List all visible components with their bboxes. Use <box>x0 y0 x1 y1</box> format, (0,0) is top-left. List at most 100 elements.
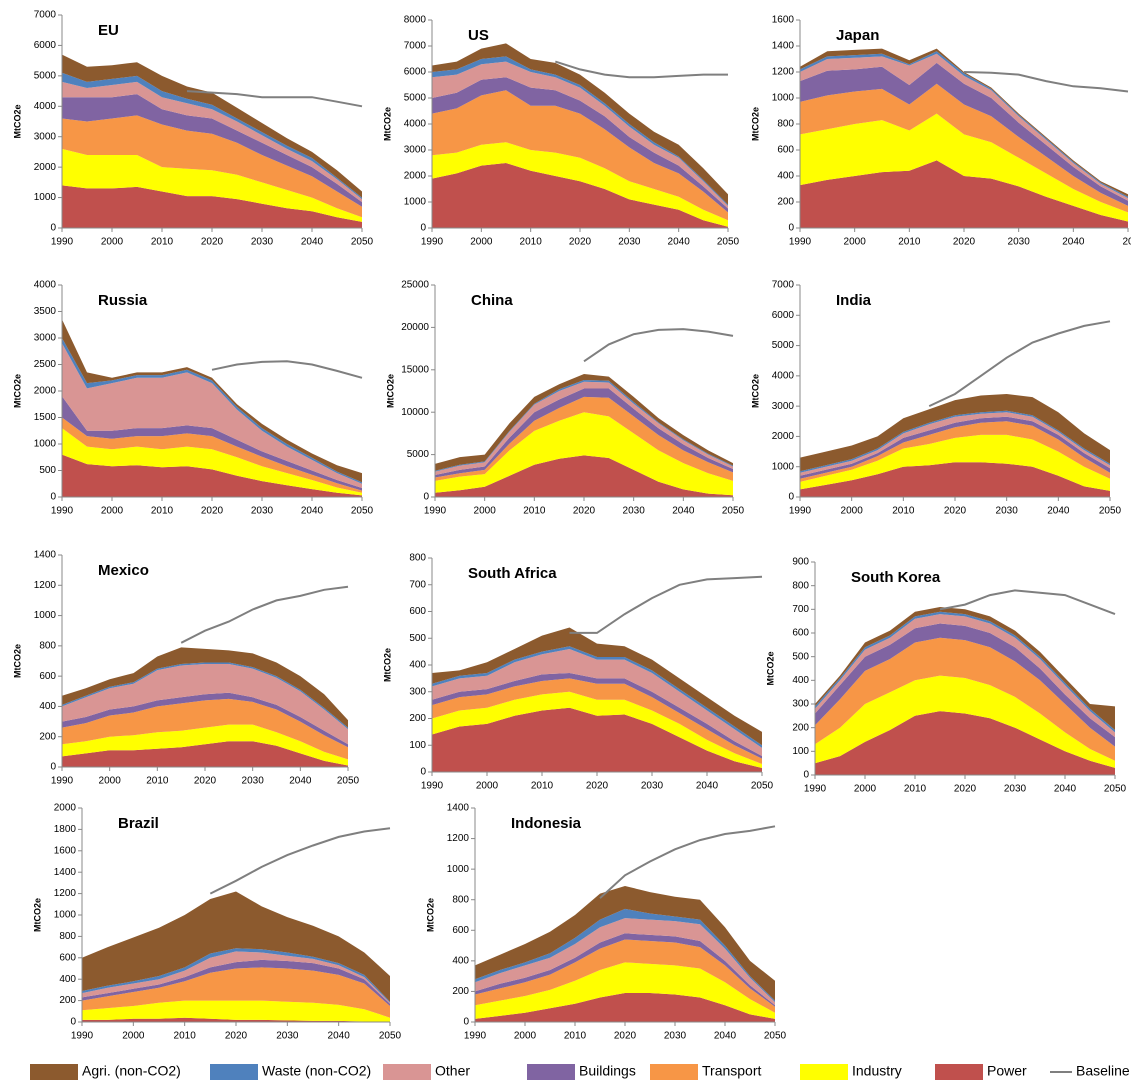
area-2 <box>435 381 733 475</box>
legend-swatch <box>210 1064 258 1080</box>
y-tick-label: 1000 <box>34 439 57 450</box>
y-tick-label: 0 <box>788 223 794 234</box>
y-tick-label: 700 <box>792 604 809 615</box>
area-4 <box>62 115 362 218</box>
y-tick-label: 400 <box>39 701 56 712</box>
x-tick-label: 1990 <box>804 784 827 795</box>
x-tick-label: 2050 <box>717 237 740 248</box>
y-tick-label: 0 <box>420 223 426 234</box>
panel: 0 200 400 600 800 1000 1200 1400 1600 1800 2000 199… <box>32 803 401 1042</box>
y-tick-label: 1200 <box>772 67 795 78</box>
panel: 0 100 200 300 400 500 600 700 800 900 1990 2000 2010… <box>765 557 1126 795</box>
legend-label: Other <box>435 1063 470 1079</box>
area-6 <box>62 741 348 767</box>
y-axis-label: MtCO2e <box>385 374 395 408</box>
y-tick-label: 600 <box>39 671 56 682</box>
y-tick-label: 8000 <box>404 15 427 26</box>
x-tick-label: 2030 <box>242 776 265 787</box>
x-tick-label: 2050 <box>1104 784 1127 795</box>
x-tick-label: 1990 <box>51 506 74 517</box>
area-2 <box>62 343 362 488</box>
legend-label: Buildings <box>579 1063 636 1079</box>
y-tick-label: 0 <box>50 492 56 503</box>
baseline-line <box>599 825 776 899</box>
x-tick-label: 2030 <box>623 506 646 517</box>
x-tick-label: 2010 <box>531 781 554 792</box>
y-tick-label: 1000 <box>772 461 795 472</box>
y-tick-label: 2000 <box>404 171 427 182</box>
area-1 <box>432 56 728 206</box>
x-tick-label: 2000 <box>99 776 122 787</box>
area-5 <box>62 148 362 222</box>
x-tick-label: 2000 <box>476 781 499 792</box>
y-tick-label: 0 <box>788 492 794 503</box>
x-tick-label: 1990 <box>71 1031 94 1042</box>
x-tick-label: 2040 <box>696 781 719 792</box>
area-5 <box>800 113 1128 222</box>
y-tick-label: 0 <box>70 1017 76 1028</box>
y-tick-label: 3500 <box>34 306 57 317</box>
x-tick-label: 2030 <box>1004 784 1027 795</box>
area-0 <box>435 374 733 471</box>
x-tick-label: 2050 <box>351 237 374 248</box>
chart-title: South Africa <box>468 565 557 582</box>
x-tick-label: 1990 <box>421 237 444 248</box>
area-6 <box>432 163 728 228</box>
baseline-line <box>569 575 763 634</box>
baseline-line <box>928 320 1111 408</box>
y-tick-label: 1600 <box>772 15 795 26</box>
panel: 0 5000 10000 15000 20000 25000 1990 2000 2010 202… <box>385 280 744 517</box>
area-0 <box>62 54 362 198</box>
chart-title: Mexico <box>98 562 149 579</box>
baseline-line <box>939 589 1116 616</box>
area-5 <box>435 412 733 496</box>
y-axis-label: MtCO2e <box>12 374 22 408</box>
x-tick-label: 2040 <box>1047 506 1070 517</box>
x-tick-label: 2000 <box>101 237 124 248</box>
y-tick-label: 0 <box>420 767 426 778</box>
area-2 <box>82 951 390 1004</box>
panel: 0 200 400 600 800 1000 1200 1400 1600 1990 2000 201… <box>750 15 1131 248</box>
y-tick-label: 2000 <box>34 386 57 397</box>
area-0 <box>800 394 1110 472</box>
y-axis-label: MtCO2e <box>32 898 42 932</box>
area-0 <box>62 647 348 728</box>
area-6 <box>435 455 733 497</box>
legend-label: Transport <box>702 1063 762 1079</box>
y-tick-label: 1800 <box>54 824 77 835</box>
y-tick-label: 3000 <box>34 131 57 142</box>
baseline-line <box>554 60 728 79</box>
x-tick-label: 2000 <box>122 1031 145 1042</box>
y-tick-label: 1000 <box>447 864 470 875</box>
x-tick-label: 2020 <box>201 237 224 248</box>
area-2 <box>815 614 1115 738</box>
area-4 <box>800 83 1128 213</box>
area-4 <box>432 678 762 764</box>
y-tick-label: 2000 <box>54 803 77 814</box>
x-tick-label: 2010 <box>174 1031 197 1042</box>
x-tick-label: 2010 <box>523 506 546 517</box>
area-4 <box>815 637 1115 761</box>
x-tick-label: 2030 <box>251 237 274 248</box>
area-4 <box>62 698 348 760</box>
x-tick-label: 2010 <box>146 776 169 787</box>
x-tick-label: 2050 <box>379 1031 402 1042</box>
chart-title: EU <box>98 22 119 39</box>
y-tick-label: 200 <box>39 731 56 742</box>
y-tick-label: 1000 <box>772 93 795 104</box>
y-tick-label: 1400 <box>54 867 77 878</box>
baseline-line <box>211 360 363 379</box>
chart-title: Japan <box>836 27 879 44</box>
area-2 <box>800 53 1128 201</box>
area-3 <box>62 692 348 748</box>
x-tick-label: 2000 <box>844 237 867 248</box>
y-axis-label: MtCO2e <box>425 898 435 932</box>
y-tick-label: 7000 <box>404 41 427 52</box>
y-axis-label: MtCO2e <box>12 644 22 678</box>
chart-title: Russia <box>98 292 148 309</box>
area-4 <box>800 421 1110 482</box>
y-tick-label: 300 <box>792 699 809 710</box>
y-tick-label: 3000 <box>34 333 57 344</box>
x-tick-label: 2020 <box>944 506 967 517</box>
